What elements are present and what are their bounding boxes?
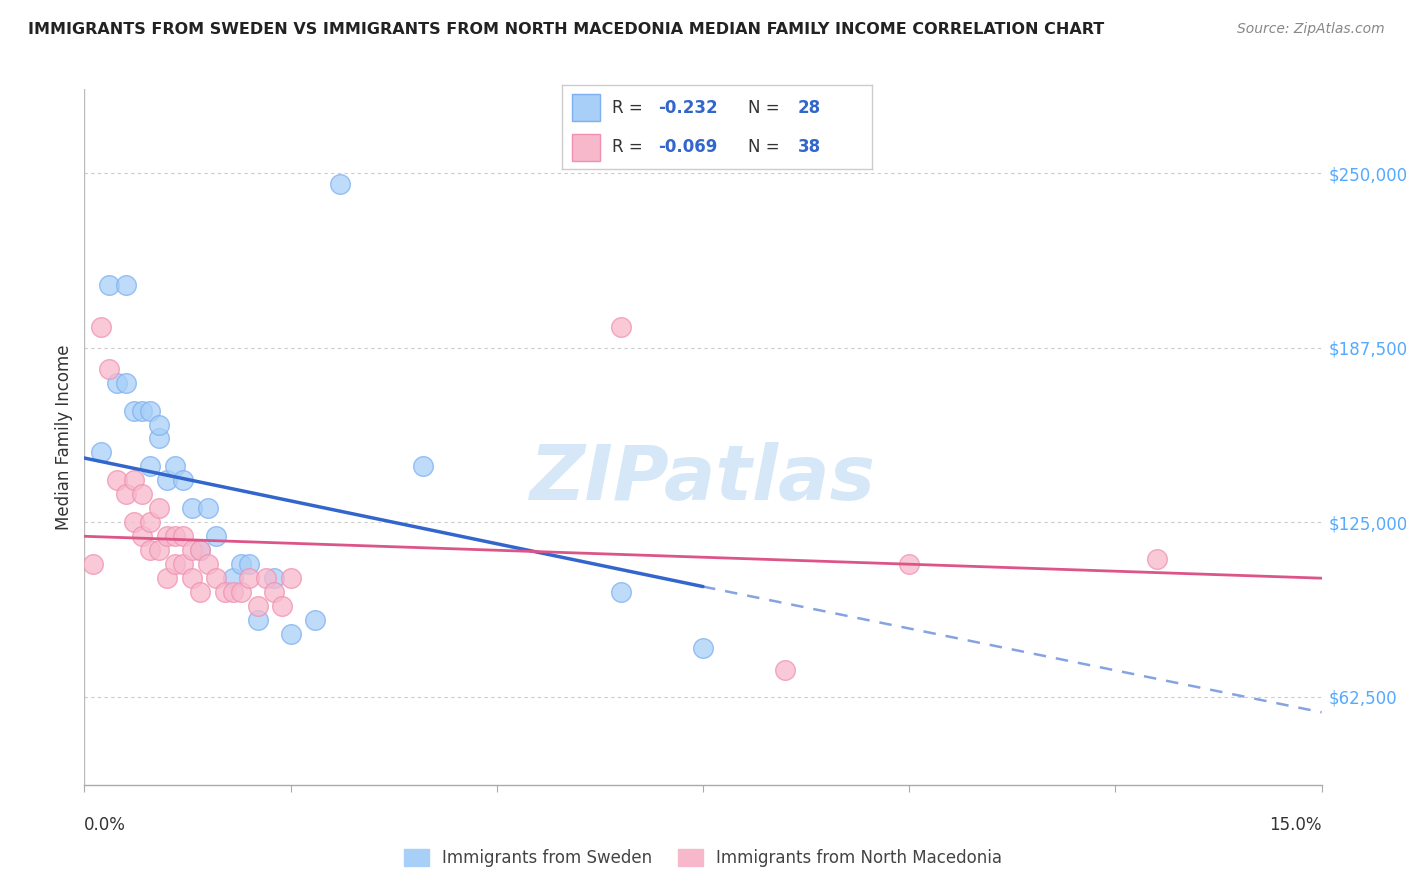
Point xyxy=(131,403,153,417)
Point xyxy=(304,613,326,627)
Point xyxy=(229,585,252,599)
Point xyxy=(222,585,245,599)
Point xyxy=(271,599,294,614)
Point xyxy=(114,487,136,501)
Point xyxy=(263,585,285,599)
Point xyxy=(165,459,187,474)
Point xyxy=(280,571,302,585)
Point xyxy=(156,571,179,585)
Text: 15.0%: 15.0% xyxy=(1270,816,1322,834)
Point xyxy=(139,516,162,530)
Text: N =: N = xyxy=(748,99,785,117)
Point xyxy=(609,585,631,599)
Text: N =: N = xyxy=(748,138,785,156)
Point xyxy=(172,529,194,543)
Point xyxy=(238,571,260,585)
Point xyxy=(122,516,145,530)
Point xyxy=(197,501,219,516)
Point xyxy=(1146,551,1168,566)
FancyBboxPatch shape xyxy=(572,134,599,161)
Point xyxy=(98,277,121,292)
Point xyxy=(254,571,277,585)
Text: ZIPatlas: ZIPatlas xyxy=(530,442,876,516)
Point xyxy=(229,558,252,572)
Point xyxy=(172,474,194,488)
Point xyxy=(139,543,162,558)
Point xyxy=(139,403,162,417)
Point xyxy=(188,543,211,558)
Point xyxy=(148,432,170,446)
Point xyxy=(114,277,136,292)
Point xyxy=(131,529,153,543)
Text: 28: 28 xyxy=(797,99,821,117)
Point xyxy=(148,543,170,558)
Text: R =: R = xyxy=(612,99,648,117)
Text: -0.069: -0.069 xyxy=(658,138,717,156)
Point xyxy=(238,558,260,572)
Point xyxy=(90,445,112,459)
Y-axis label: Median Family Income: Median Family Income xyxy=(55,344,73,530)
Point xyxy=(122,403,145,417)
Point xyxy=(98,361,121,376)
Point xyxy=(329,178,352,192)
Point xyxy=(205,529,228,543)
Text: R =: R = xyxy=(612,138,648,156)
Point xyxy=(105,474,128,488)
FancyBboxPatch shape xyxy=(572,94,599,121)
Point xyxy=(156,529,179,543)
Point xyxy=(105,376,128,390)
Point xyxy=(214,585,236,599)
Point xyxy=(180,543,202,558)
Point xyxy=(122,474,145,488)
Point xyxy=(188,585,211,599)
Point xyxy=(90,319,112,334)
Point xyxy=(180,571,202,585)
Point xyxy=(82,558,104,572)
Point xyxy=(280,627,302,641)
Text: Source: ZipAtlas.com: Source: ZipAtlas.com xyxy=(1237,22,1385,37)
Point xyxy=(609,319,631,334)
Point xyxy=(898,558,921,572)
Point xyxy=(246,613,269,627)
Point xyxy=(197,558,219,572)
Point xyxy=(172,558,194,572)
Point xyxy=(222,571,245,585)
Point xyxy=(148,501,170,516)
Point xyxy=(114,376,136,390)
Point xyxy=(246,599,269,614)
Legend: Immigrants from Sweden, Immigrants from North Macedonia: Immigrants from Sweden, Immigrants from … xyxy=(398,843,1008,874)
Point xyxy=(156,474,179,488)
Point xyxy=(131,487,153,501)
Point xyxy=(205,571,228,585)
Text: -0.232: -0.232 xyxy=(658,99,718,117)
Text: IMMIGRANTS FROM SWEDEN VS IMMIGRANTS FROM NORTH MACEDONIA MEDIAN FAMILY INCOME C: IMMIGRANTS FROM SWEDEN VS IMMIGRANTS FRO… xyxy=(28,22,1104,37)
Point xyxy=(165,529,187,543)
Point xyxy=(165,558,187,572)
Point xyxy=(139,459,162,474)
Point xyxy=(775,664,797,678)
Point xyxy=(412,459,434,474)
Point xyxy=(148,417,170,432)
Point xyxy=(188,543,211,558)
Point xyxy=(263,571,285,585)
Text: 0.0%: 0.0% xyxy=(84,816,127,834)
Point xyxy=(180,501,202,516)
Point xyxy=(692,641,714,656)
Text: 38: 38 xyxy=(797,138,821,156)
